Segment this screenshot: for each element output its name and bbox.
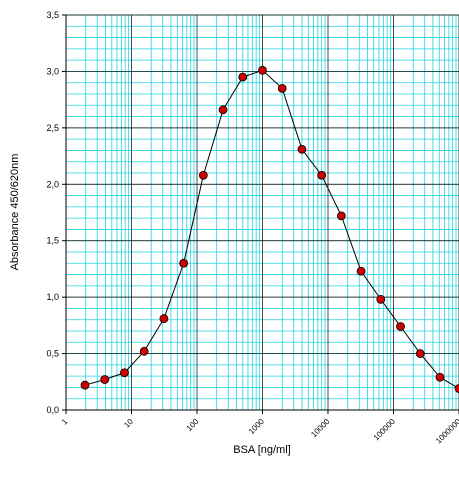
data-point [356,266,366,276]
data-point [198,170,208,180]
y-tick-label: 2,0 [46,179,59,189]
y-tick-label: 0,5 [46,349,59,359]
data-point [238,72,248,82]
y-tick-label: 3,0 [46,66,59,76]
data-point [317,170,327,180]
y-tick-label: 1,5 [46,236,59,246]
data-point [415,349,425,358]
data-point [179,258,189,268]
axes [62,14,459,414]
data-point [297,144,307,154]
y-tick-label: 1,0 [46,292,59,302]
x-tick-label: 1 [60,417,70,427]
data-point [159,314,169,323]
data-point [376,294,386,304]
y-tick-labels: 0,0 0,5 1,0 1,5 2,0 2,5 3,0 3,5 [46,10,59,415]
data-point [277,83,287,93]
data-point [218,105,228,115]
y-axis-label: Absorbance 450/620nm [9,154,21,271]
data-point [120,368,129,378]
data-point [454,384,459,393]
data-point [396,322,405,331]
data-point [258,65,267,75]
y-tick-label: 3,5 [46,10,59,20]
data-point [80,380,90,390]
data-point [435,372,445,382]
y-tick-label: 0,0 [46,405,59,415]
data-point [336,211,346,221]
series-layer [80,65,459,393]
data-point [100,375,110,384]
x-axis-label: BSA [ng/ml] [233,444,290,456]
series-line [84,69,459,389]
data-point [139,346,149,356]
y-tick-label: 2,5 [46,123,59,133]
minor-vertical-gridlines [85,15,457,410]
